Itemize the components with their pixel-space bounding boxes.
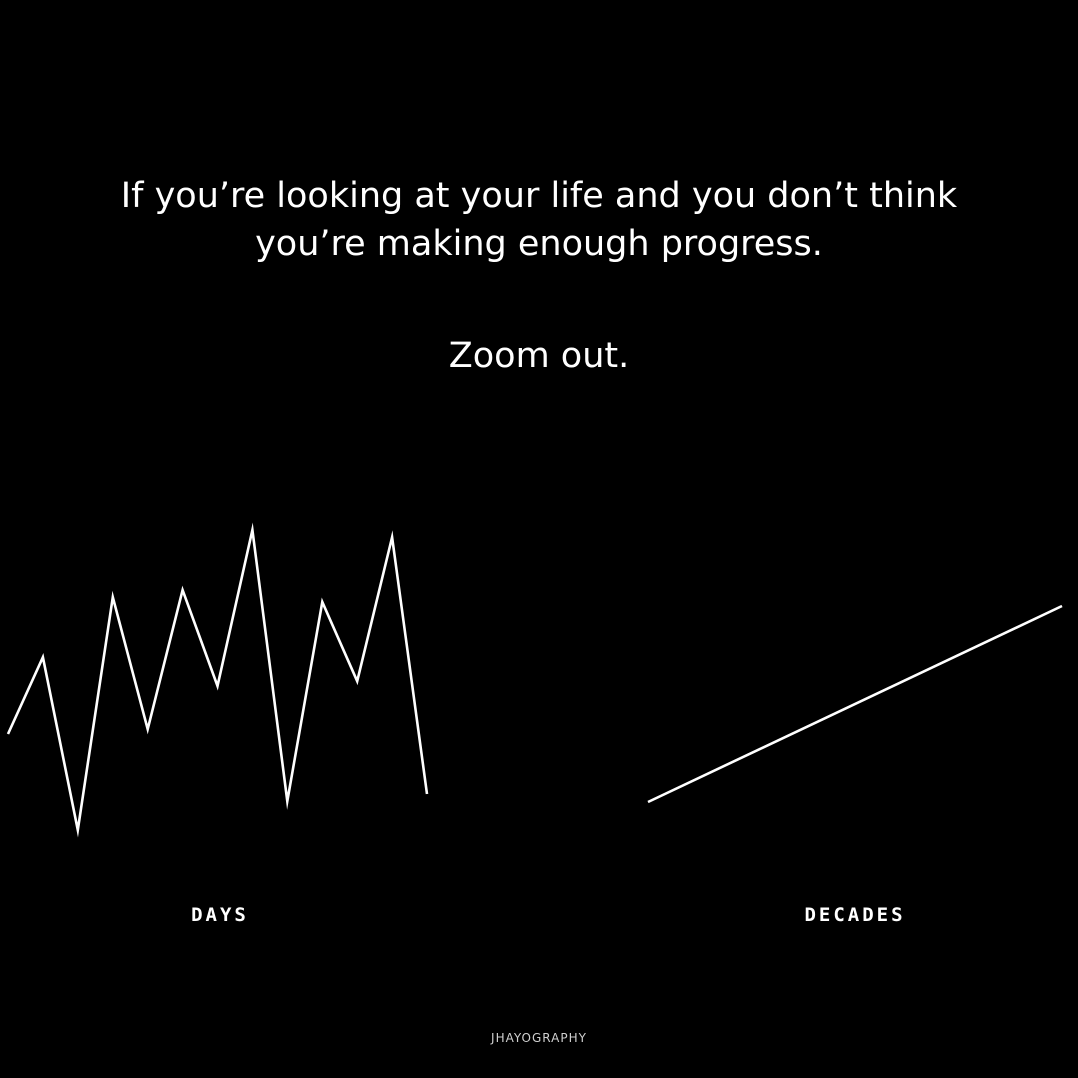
watermark-logo: JHAYOGRAPHY <box>491 1031 587 1045</box>
decades-chart <box>647 604 1063 804</box>
days-label: DAYS <box>191 904 249 926</box>
days-series-line <box>6 522 429 838</box>
days-chart <box>6 522 429 838</box>
quote-line-1: If you’re looking at your life and you d… <box>120 176 958 216</box>
decades-label: DECADES <box>804 904 906 926</box>
quote-line-2: you’re making enough progress. <box>255 224 823 264</box>
quote-zoom-out: Zoom out. <box>448 336 630 376</box>
decades-series-line <box>647 604 1063 804</box>
